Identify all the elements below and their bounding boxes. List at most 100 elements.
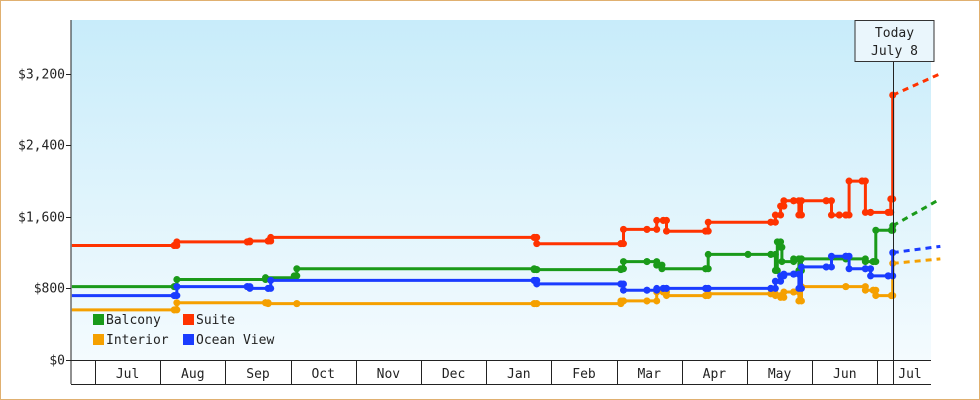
- y-tick-label: $0: [49, 354, 65, 369]
- data-point: [889, 195, 897, 203]
- data-point: [658, 265, 666, 273]
- data-point: [704, 290, 712, 298]
- data-point: [780, 197, 788, 205]
- data-point: [867, 208, 875, 216]
- data-point: [264, 300, 272, 308]
- data-point: [790, 197, 798, 205]
- data-point: [771, 218, 779, 226]
- x-tick-label: Aug: [181, 367, 204, 382]
- x-tick-label: Sep: [246, 367, 270, 382]
- data-point: [845, 265, 853, 273]
- data-point: [267, 276, 275, 284]
- data-point: [533, 280, 541, 288]
- data-point: [861, 286, 869, 294]
- data-point: [845, 211, 853, 219]
- data-point: [173, 299, 181, 307]
- legend-item-suite: Suite: [183, 313, 235, 328]
- data-point: [173, 238, 181, 246]
- data-point: [797, 284, 805, 292]
- data-point: [643, 258, 651, 266]
- data-point: [797, 211, 805, 219]
- y-tick-label: $1,600: [18, 211, 65, 226]
- today-marker: Today July 8: [854, 20, 935, 384]
- data-point: [822, 197, 830, 205]
- data-point: [867, 265, 875, 273]
- data-point: [173, 292, 181, 300]
- data-point: [827, 252, 835, 260]
- data-point: [771, 250, 779, 258]
- data-point: [293, 272, 301, 280]
- data-point: [653, 261, 661, 269]
- series-ocean-view: [71, 249, 897, 300]
- data-point: [533, 300, 541, 308]
- y-axis-ticks: $0 $800 $1,600 $2,400 $3,200: [18, 20, 72, 384]
- data-point: [780, 270, 788, 278]
- data-point: [663, 227, 670, 235]
- series-group: [71, 91, 897, 314]
- data-point: [867, 272, 875, 280]
- data-point: [619, 258, 627, 266]
- data-point: [872, 226, 880, 234]
- data-point: [653, 297, 661, 305]
- legend-item-ocean-view: Ocean View: [183, 333, 274, 348]
- legend-label: Balcony: [106, 313, 161, 328]
- y-tick-label: $2,400: [18, 139, 65, 154]
- today-callout-box: [854, 20, 935, 62]
- data-point: [653, 225, 661, 233]
- data-point: [744, 250, 752, 258]
- data-point: [771, 284, 779, 292]
- data-point: [797, 297, 805, 305]
- today-callout-label: Today: [875, 26, 914, 41]
- data-point: [795, 270, 803, 278]
- data-point: [643, 297, 651, 305]
- data-point: [771, 211, 779, 219]
- data-point: [653, 284, 661, 292]
- x-tick-label: Mar: [637, 367, 661, 382]
- data-point: [173, 275, 181, 283]
- data-point: [790, 270, 798, 278]
- data-point: [872, 258, 880, 266]
- data-point: [246, 284, 254, 292]
- data-point: [780, 288, 788, 296]
- legend: Balcony Suite Interior Ocean View: [93, 313, 274, 348]
- data-point: [533, 233, 541, 241]
- data-point: [797, 263, 805, 271]
- series-suite: [71, 91, 897, 249]
- y-tick-label: $3,200: [18, 68, 65, 83]
- projection-balcony: [892, 197, 942, 228]
- legend-item-balcony: Balcony: [93, 313, 161, 328]
- data-point: [887, 208, 895, 216]
- data-point: [267, 233, 275, 241]
- x-tick-label: Nov: [377, 367, 401, 382]
- x-tick-label: May: [768, 367, 792, 382]
- data-point: [293, 265, 301, 273]
- projection-ocean-view: [892, 244, 941, 255]
- data-point: [293, 300, 301, 308]
- data-point: [889, 272, 897, 280]
- data-point: [845, 252, 853, 260]
- today-callout-date: July 8: [871, 44, 918, 59]
- x-tick-label: Dec: [442, 367, 465, 382]
- x-tick-label: Oct: [311, 367, 334, 382]
- legend-label: Interior: [106, 333, 169, 348]
- data-point: [827, 211, 835, 219]
- x-tick-label: Jul: [116, 367, 139, 382]
- data-point: [771, 277, 779, 285]
- data-point: [889, 249, 897, 257]
- data-point: [861, 258, 869, 266]
- data-point: [845, 177, 853, 185]
- data-point: [778, 258, 786, 266]
- data-point: [861, 265, 869, 273]
- data-point: [778, 243, 786, 251]
- x-axis: Jul Aug Sep Oct Nov Dec Jan Feb Mar Apr May Jun Jul: [71, 360, 931, 385]
- data-point: [777, 277, 785, 285]
- data-point: [822, 263, 830, 271]
- x-tick-label: Jun: [833, 367, 856, 382]
- data-point: [533, 266, 541, 274]
- data-point: [653, 216, 661, 224]
- data-point: [790, 255, 798, 263]
- data-point: [835, 211, 843, 219]
- data-point: [619, 280, 627, 288]
- x-tick-label: Feb: [572, 367, 596, 382]
- data-point: [872, 292, 880, 300]
